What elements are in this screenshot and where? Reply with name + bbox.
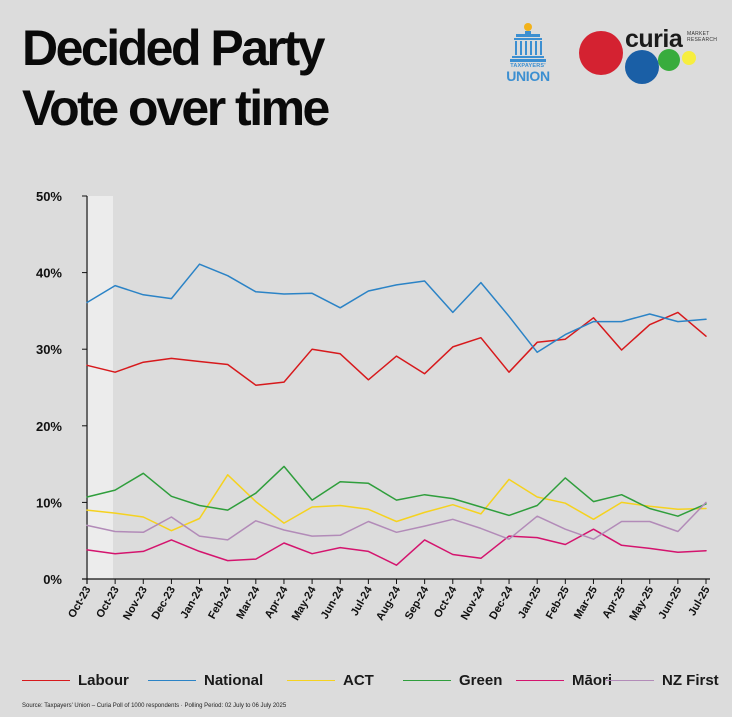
tu-logo-small-text: TAXPAYERS'	[510, 63, 546, 69]
legend-swatch	[148, 680, 196, 681]
x-tick-label: Feb-24	[206, 584, 235, 621]
legend-label: Māori	[572, 672, 613, 689]
x-tick-label: Feb-25	[544, 585, 572, 622]
building-icon	[510, 23, 546, 62]
legend-swatch	[516, 680, 564, 681]
x-tick-label: Oct-23	[94, 585, 122, 621]
y-tick-label: 20%	[36, 419, 62, 434]
x-tick-label: Oct-24	[432, 584, 460, 620]
title-line-2: Vote over time	[22, 80, 330, 136]
series-line-national	[86, 263, 707, 354]
x-tick-label: Nov-24	[459, 584, 488, 623]
chart-legend: Labour National ACT Green Māori NZ First	[22, 668, 719, 694]
x-tick-label: Apr-25	[600, 585, 628, 621]
legend-label: NZ First	[662, 672, 719, 689]
legend-swatch	[606, 680, 654, 681]
taxpayers-union-logo: TAXPAYERS' UNION	[505, 22, 551, 86]
x-tick-label: Apr-24	[263, 584, 291, 621]
y-tick-label: 30%	[36, 342, 62, 357]
legend-label: Labour	[78, 672, 129, 689]
x-tick-label: Jun-25	[656, 585, 684, 622]
x-tick-label: Nov-23	[121, 585, 150, 623]
x-tick-label: Dec-24	[487, 584, 516, 622]
series-line-green	[86, 465, 707, 517]
legend-swatch	[287, 680, 335, 681]
x-tick-label: Jan-25	[516, 585, 544, 621]
series-line-labour	[86, 311, 707, 386]
curia-wordmark: curia	[625, 25, 683, 53]
source-note: Source: Taxpayers' Union – Curia Poll of…	[22, 703, 287, 709]
x-tick-label: Mar-25	[572, 585, 600, 622]
x-tick-label: May-24	[290, 584, 319, 623]
legend-label: Green	[459, 672, 503, 689]
curia-subtitle: MARKET RESEARCH	[687, 31, 727, 43]
title-line-1: Decided Party	[22, 20, 325, 76]
x-tick-label: Sep-24	[403, 584, 432, 622]
x-tick-label: Jul-24	[349, 584, 376, 618]
legend-label: ACT	[343, 672, 374, 689]
x-tick-label: Jun-24	[319, 584, 348, 621]
x-tick-label: Mar-24	[234, 584, 263, 621]
x-tick-label: Oct-23	[66, 585, 94, 621]
x-tick-label: Dec-23	[150, 585, 178, 622]
legend-label: National	[204, 672, 264, 689]
series-line-act	[86, 474, 707, 532]
x-tick-label: Aug-24	[374, 584, 403, 623]
highlight-band	[86, 196, 113, 579]
curia-sub-line-2: RESEARCH	[687, 37, 718, 43]
curia-sub-line-1: MARKET	[687, 31, 710, 37]
x-tick-label: Jan-24	[178, 584, 206, 621]
y-tick-label: 10%	[36, 495, 62, 510]
curia-logo: curia MARKET RESEARCH	[578, 25, 723, 88]
y-tick-label: 0%	[43, 572, 62, 587]
x-tick-label: May-25	[627, 585, 656, 623]
tu-logo-big-text: UNION	[506, 68, 550, 84]
series-line-nzfirst	[86, 501, 707, 541]
chart-title: Decided Party Vote over time	[22, 18, 330, 138]
curia-circles-icon	[579, 31, 696, 84]
y-tick-label: 40%	[36, 266, 62, 281]
legend-swatch	[22, 680, 70, 681]
x-tick-label: Jul-25	[686, 585, 712, 619]
series-line-maori	[86, 528, 707, 566]
legend-swatch	[403, 680, 451, 681]
y-tick-label: 50%	[36, 189, 62, 204]
